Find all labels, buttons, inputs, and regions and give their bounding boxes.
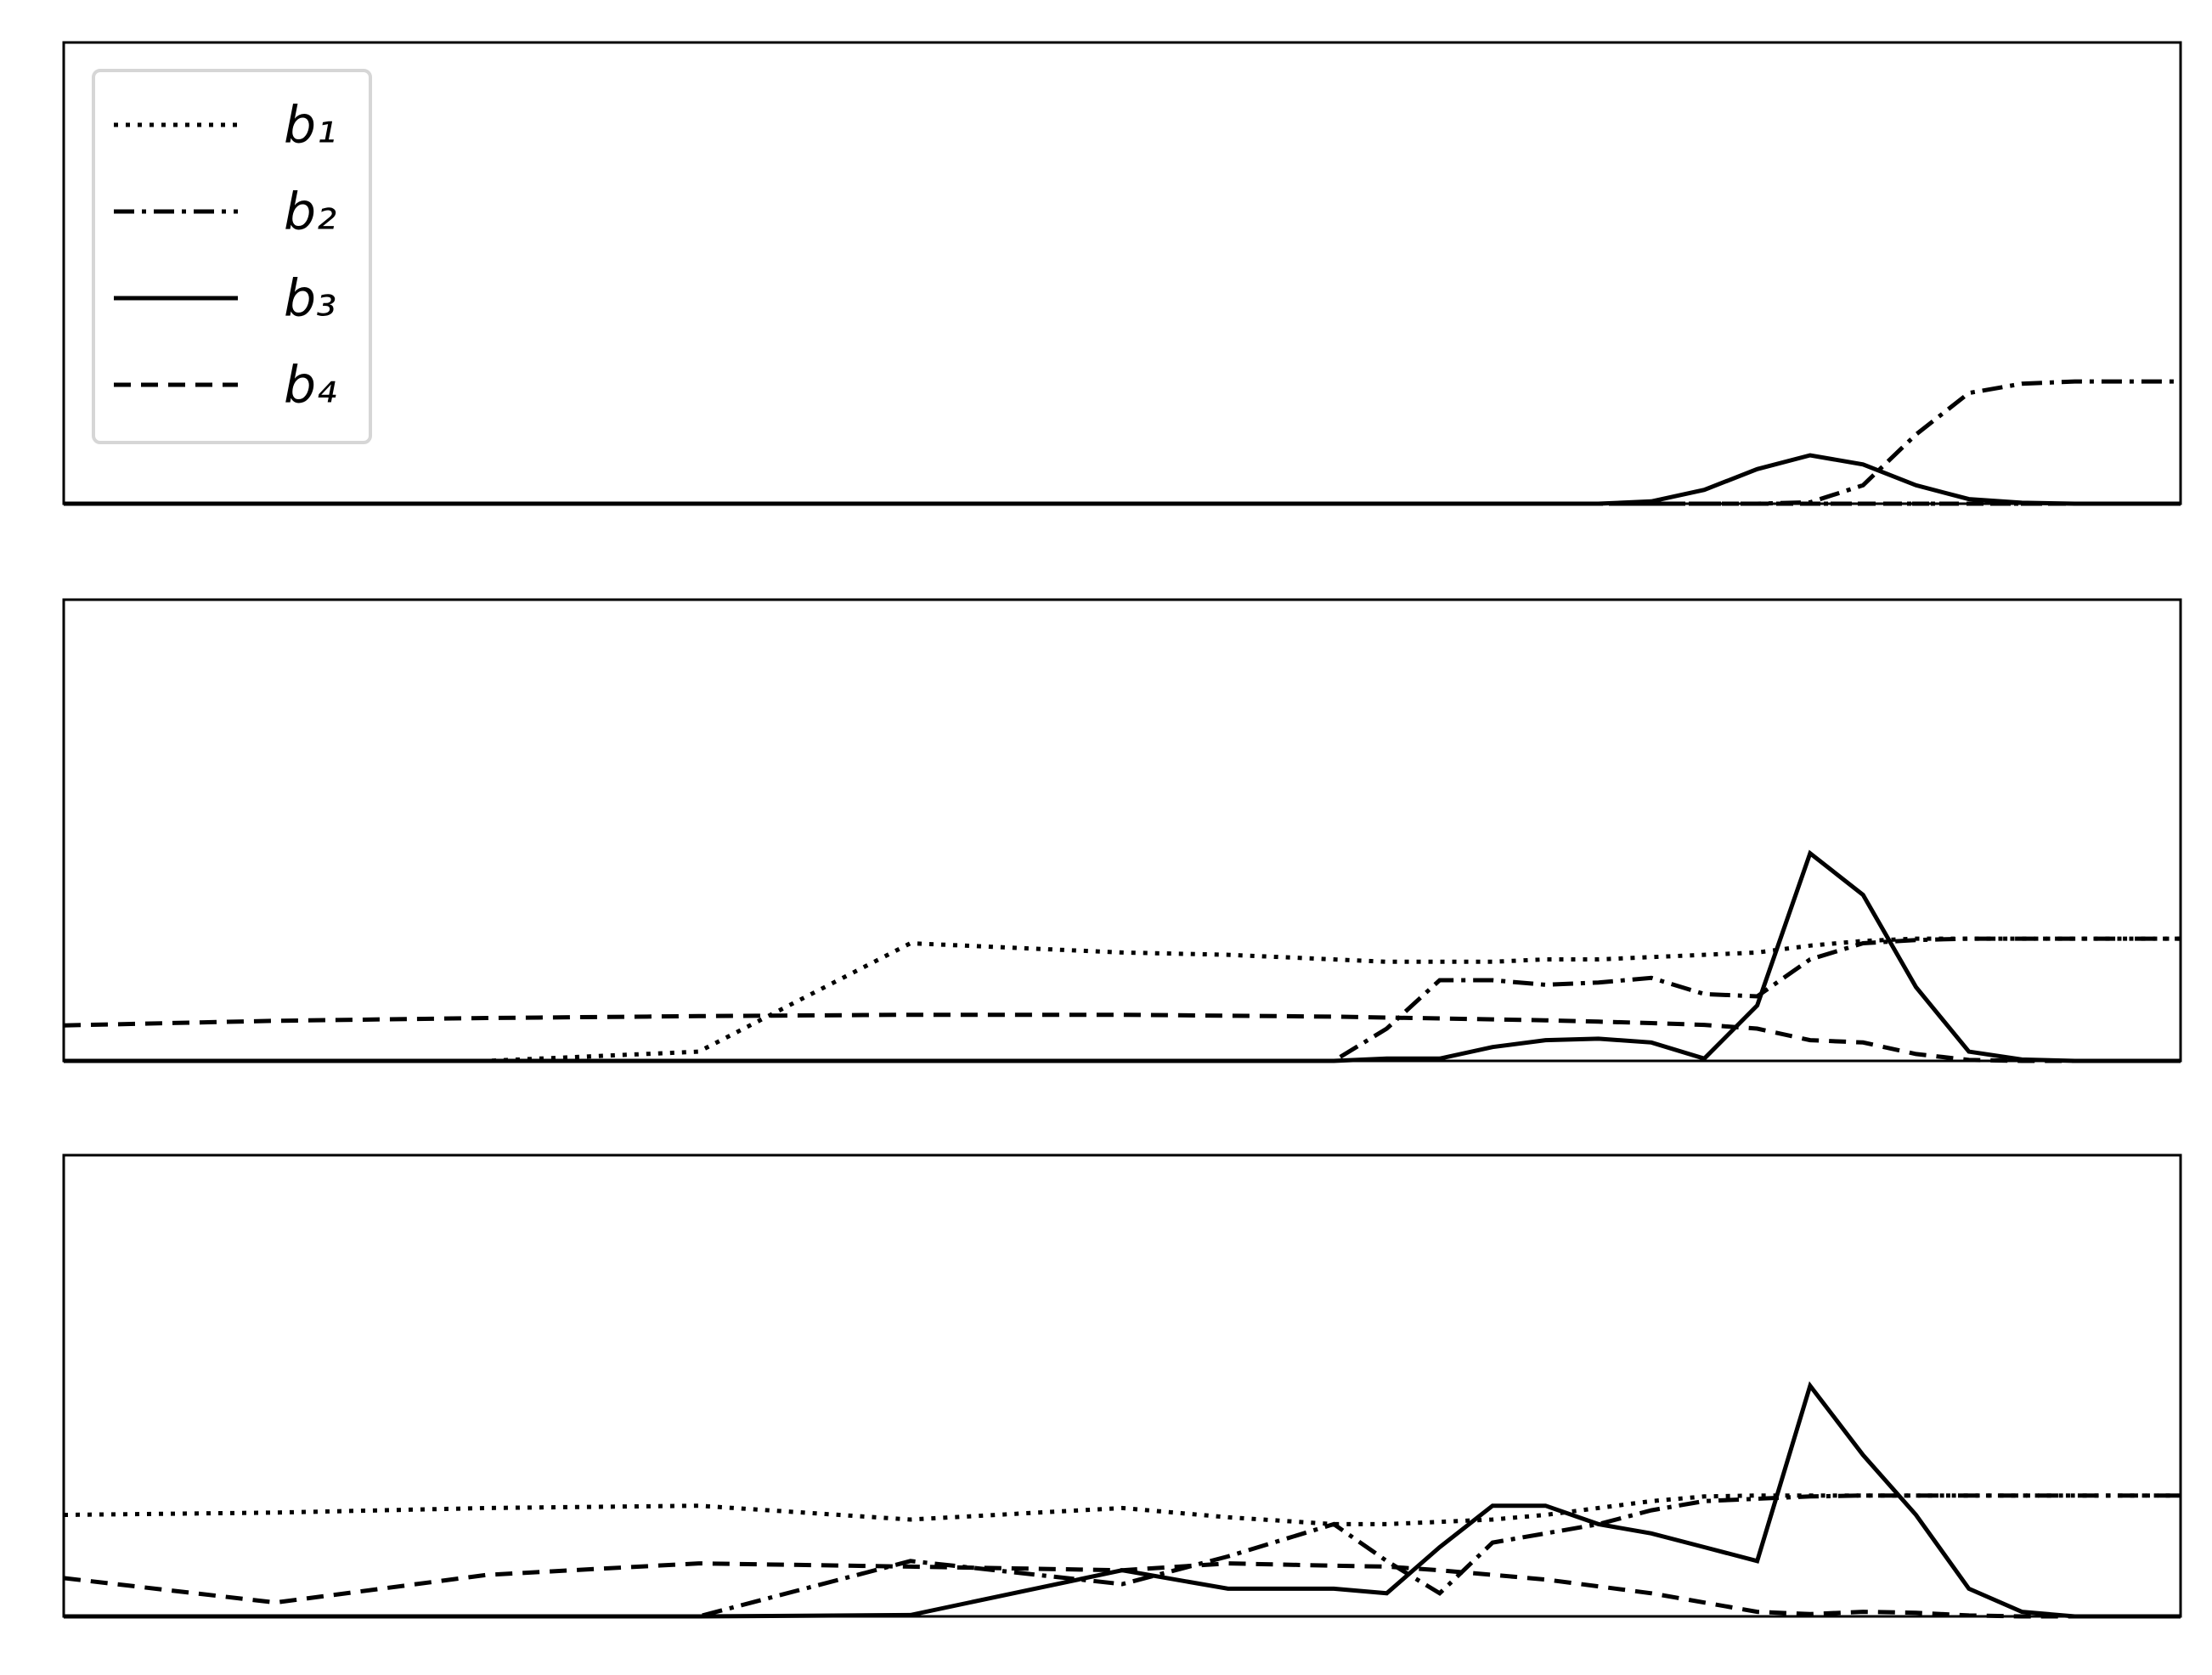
- legend-box: [92, 69, 372, 444]
- series-line: [64, 453, 2181, 506]
- series-line: [64, 1381, 2181, 1619]
- axes-frame: [62, 1153, 2182, 1618]
- legend: b₁ b₂ b₃ b₄: [92, 69, 372, 444]
- legend-label: b₁: [284, 96, 336, 155]
- legend-label: b₂: [284, 183, 336, 242]
- axes-frame: [62, 598, 2182, 1063]
- legend-label: b₃: [284, 269, 336, 329]
- series-line: [64, 849, 2181, 1063]
- legend-label: b₄: [284, 356, 336, 415]
- series-line: [63, 1561, 2181, 1619]
- series-line: [64, 379, 2181, 506]
- series-line: [63, 1012, 2181, 1063]
- series-line: [64, 1493, 2181, 1619]
- axes-frame: [62, 41, 2182, 505]
- series-line: [63, 1493, 2181, 1526]
